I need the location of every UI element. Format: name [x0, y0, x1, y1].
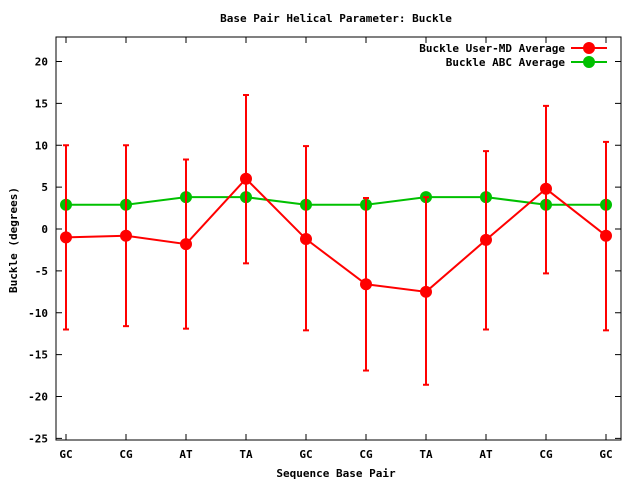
- x-tick-label: CG: [359, 448, 373, 461]
- data-point: [480, 233, 492, 246]
- series-0: [60, 94, 612, 386]
- y-tick-label: 15: [35, 97, 48, 110]
- series-line: [66, 196, 606, 206]
- y-tick-label: 20: [35, 56, 48, 69]
- data-point: [300, 233, 312, 246]
- legend-label: Buckle User-MD Average: [419, 42, 565, 55]
- data-point: [240, 172, 252, 185]
- y-tick-label: 10: [35, 139, 48, 152]
- x-tick-label: TA: [419, 448, 433, 461]
- x-tick-label: CG: [539, 448, 553, 461]
- chart-title: Base Pair Helical Parameter: Buckle: [220, 12, 452, 25]
- data-point: [360, 278, 372, 291]
- plot-frame: [55, 36, 622, 441]
- axis-ticks: -25 -20 -15 -10 -5 0 5 10 15 20 GC CG AT TA GC CG TA AT CG…: [28, 37, 621, 461]
- data-point: [120, 229, 132, 242]
- y-tick-label: -5: [35, 265, 48, 278]
- x-tick-label: GC: [59, 448, 72, 461]
- data-point: [600, 229, 612, 242]
- y-tick-label: -15: [28, 349, 48, 362]
- x-tick-label: CG: [119, 448, 133, 461]
- x-tick-label: AT: [479, 448, 493, 461]
- y-tick-label: -25: [28, 432, 48, 445]
- series-layer: [60, 94, 612, 386]
- y-tick-label: -10: [28, 307, 48, 320]
- series-line: [65, 177, 607, 293]
- y-tick-label: 0: [41, 223, 48, 236]
- series-1: [60, 191, 612, 211]
- x-axis-label: Sequence Base Pair: [276, 467, 396, 480]
- y-tick-label: 5: [41, 181, 48, 194]
- y-axis-label: Buckle (degrees): [7, 187, 20, 293]
- x-tick-label: AT: [179, 448, 193, 461]
- legend-marker: [583, 56, 595, 68]
- x-tick-label: GC: [599, 448, 612, 461]
- x-tick-label: TA: [239, 448, 253, 461]
- data-point: [540, 182, 552, 195]
- data-point: [420, 285, 432, 298]
- y-tick-label: -20: [28, 391, 48, 404]
- data-point: [180, 238, 192, 251]
- legend-marker: [583, 42, 595, 54]
- data-point: [60, 231, 72, 244]
- legend-label: Buckle ABC Average: [446, 56, 566, 69]
- x-tick-label: GC: [299, 448, 312, 461]
